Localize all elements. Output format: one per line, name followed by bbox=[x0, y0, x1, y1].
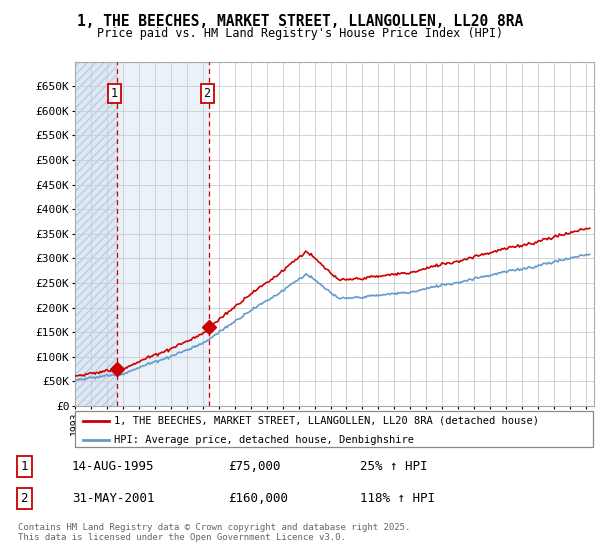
Bar bbox=[75, 62, 117, 406]
Text: 1: 1 bbox=[20, 460, 28, 473]
Text: £160,000: £160,000 bbox=[228, 492, 288, 505]
Text: Price paid vs. HM Land Registry's House Price Index (HPI): Price paid vs. HM Land Registry's House … bbox=[97, 27, 503, 40]
Text: 118% ↑ HPI: 118% ↑ HPI bbox=[360, 492, 435, 505]
Text: 1: 1 bbox=[111, 87, 118, 100]
Text: 1, THE BEECHES, MARKET STREET, LLANGOLLEN, LL20 8RA (detached house): 1, THE BEECHES, MARKET STREET, LLANGOLLE… bbox=[114, 416, 539, 426]
Text: Contains HM Land Registry data © Crown copyright and database right 2025.
This d: Contains HM Land Registry data © Crown c… bbox=[18, 522, 410, 542]
Text: 1, THE BEECHES, MARKET STREET, LLANGOLLEN, LL20 8RA: 1, THE BEECHES, MARKET STREET, LLANGOLLE… bbox=[77, 14, 523, 29]
Text: 31-MAY-2001: 31-MAY-2001 bbox=[72, 492, 155, 505]
Text: HPI: Average price, detached house, Denbighshire: HPI: Average price, detached house, Denb… bbox=[114, 435, 414, 445]
Text: 2: 2 bbox=[203, 87, 211, 100]
Bar bbox=[117, 62, 209, 406]
Text: £75,000: £75,000 bbox=[228, 460, 281, 473]
Bar bbox=[75, 62, 117, 406]
Text: 25% ↑ HPI: 25% ↑ HPI bbox=[360, 460, 427, 473]
Text: 14-AUG-1995: 14-AUG-1995 bbox=[72, 460, 155, 473]
Text: 2: 2 bbox=[20, 492, 28, 505]
FancyBboxPatch shape bbox=[75, 410, 593, 447]
